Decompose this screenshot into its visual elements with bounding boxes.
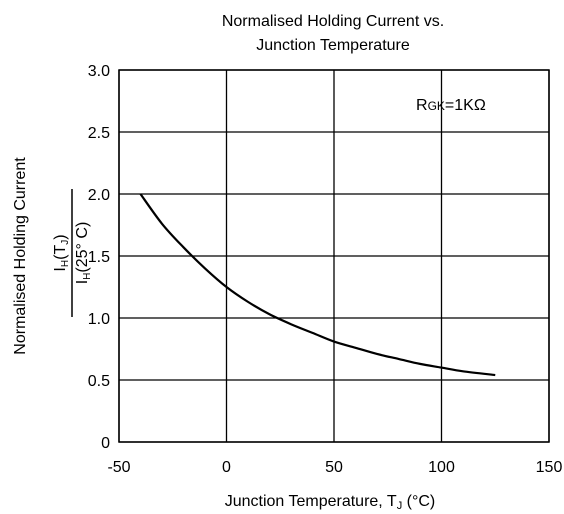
y-tick-label: 3.0 bbox=[88, 63, 110, 80]
x-axis-label: Junction Temperature, TJ (°C) bbox=[225, 493, 436, 512]
y-tick-label: 0 bbox=[101, 435, 110, 452]
series-group bbox=[139, 193, 496, 377]
y-tick-label: 0.5 bbox=[88, 373, 110, 390]
grid bbox=[118, 69, 550, 443]
plot-frame bbox=[118, 69, 550, 443]
chart-title-line2: Junction Temperature bbox=[256, 37, 410, 54]
chart-title-line1: Normalised Holding Current vs. bbox=[222, 13, 444, 30]
y-tick-labels: 0 0.5 1.0 1.5 2.0 2.5 3.0 bbox=[88, 63, 110, 452]
x-tick-label: -50 bbox=[107, 459, 130, 476]
y-fraction-denominator: IH(25° C) bbox=[74, 222, 93, 285]
x-tick-label: 100 bbox=[428, 459, 455, 476]
y-tick-label: 1.0 bbox=[88, 311, 110, 328]
x-tick-label: 0 bbox=[222, 459, 231, 476]
x-tick-label: 50 bbox=[325, 459, 343, 476]
y-tick-label: 2.0 bbox=[88, 187, 110, 204]
y-axis-label: Normalised Holding Current bbox=[12, 157, 29, 355]
x-tick-label: 150 bbox=[536, 459, 563, 476]
y-fraction-numerator: IH(TJ) bbox=[52, 234, 71, 271]
series-line bbox=[139, 193, 496, 377]
y-fraction-label: IH(TJ) IH(25° C) bbox=[52, 189, 93, 317]
y-tick-label: 2.5 bbox=[88, 125, 110, 142]
y-tick-label: 1.5 bbox=[88, 249, 110, 266]
x-tick-labels: -50 0 50 100 150 bbox=[107, 459, 562, 476]
annotation-rgk: RGK=1KΩ bbox=[416, 97, 486, 114]
